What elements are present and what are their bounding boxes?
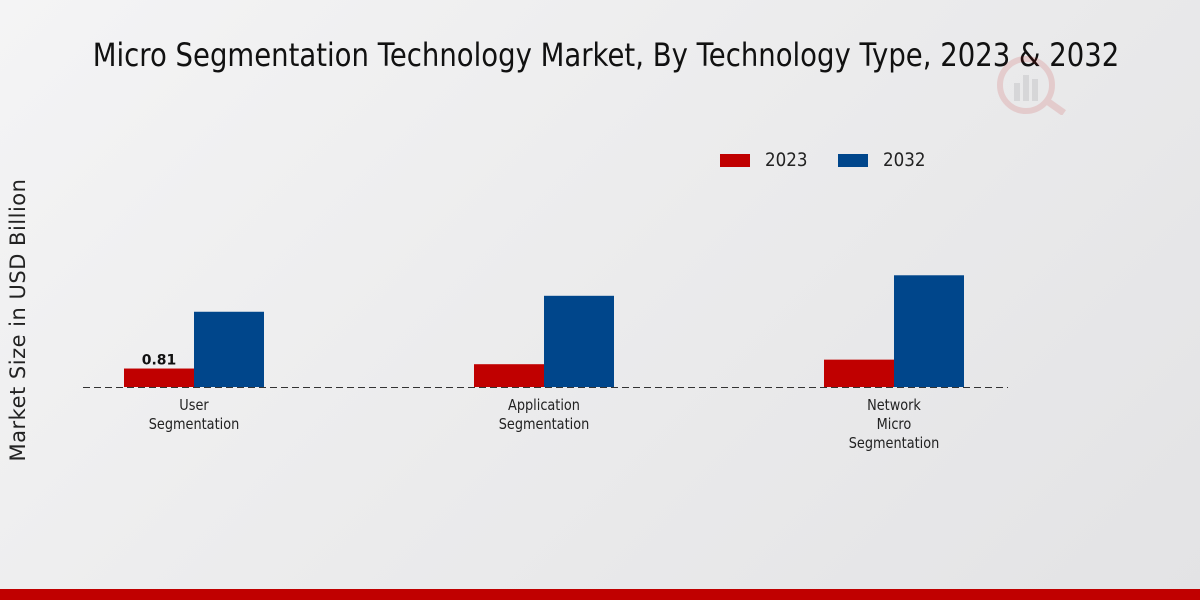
x-tick-label-1-1: Segmentation (499, 416, 590, 433)
x-tick-label-2-2: Segmentation (849, 435, 940, 452)
x-tick-label-2-0: Network (867, 397, 922, 414)
bar-2023-2 (824, 359, 894, 387)
watermark-logo-icon (997, 56, 1067, 115)
legend-swatch-2023 (720, 154, 750, 167)
x-tick-label-0-1: Segmentation (149, 416, 240, 433)
chart-title: Micro Segmentation Technology Market, By… (92, 36, 1120, 74)
legend-label-2023: 2023 (765, 149, 808, 171)
legend-swatch-2032 (838, 154, 868, 167)
bar-2032-0 (194, 311, 264, 387)
data-label-0: 0.81 (142, 353, 177, 369)
bar-2023-0 (124, 368, 194, 387)
bar-2032-1 (544, 295, 614, 387)
bottom-accent-band (0, 589, 1200, 600)
x-tick-label-2-1: Micro (877, 416, 912, 433)
legend-label-2032: 2032 (883, 149, 926, 171)
bar-2023-1 (474, 364, 544, 387)
x-tick-label-1-0: Application (508, 397, 580, 414)
bar-2032-2 (894, 275, 964, 387)
x-tick-label-0-0: User (179, 397, 209, 414)
